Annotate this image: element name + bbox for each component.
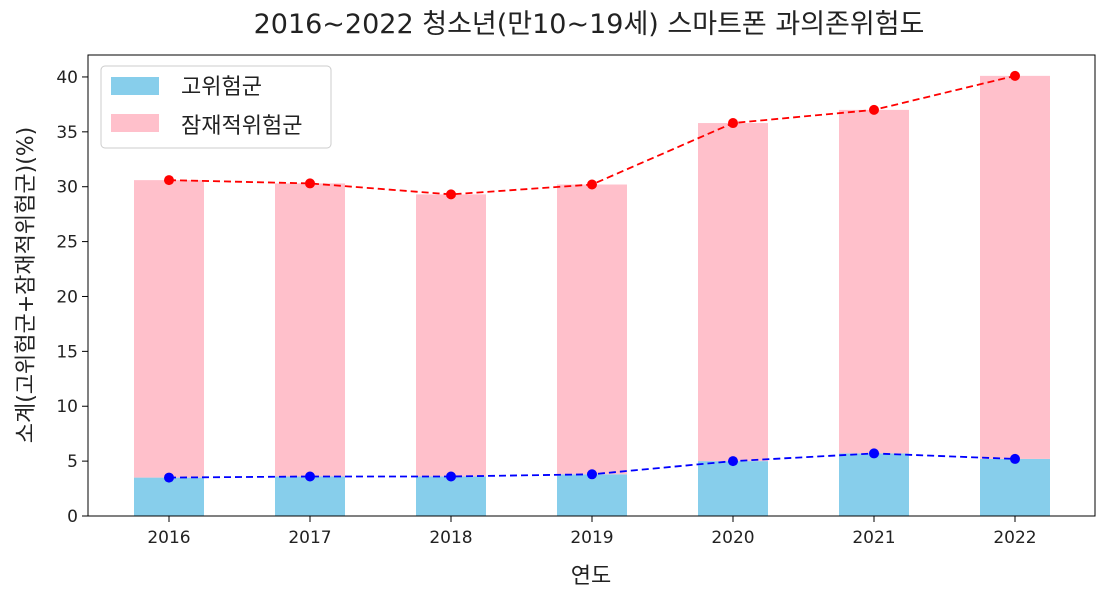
bar-high-risk: [980, 458, 1050, 516]
legend-label-potential-risk: 잠재적위험군: [181, 114, 302, 139]
bar-potential-risk: [839, 109, 909, 454]
bar-high-risk: [839, 453, 909, 516]
point-high-risk: [446, 471, 456, 482]
y-tick-label: 30: [56, 178, 78, 198]
bar-potential-risk: [698, 123, 768, 462]
point-high-risk: [728, 456, 738, 467]
point-high-risk: [164, 472, 174, 483]
legend: 고위험군 잠재적위험군: [100, 65, 332, 149]
x-axis: 2016 2017 2018 2019 2020 2021 2022: [147, 516, 1037, 548]
line-overlays: [164, 70, 1020, 483]
x-axis-label: 연도: [571, 564, 611, 589]
bar-high-risk: [275, 476, 345, 516]
x-tick-label: 2020: [711, 528, 754, 548]
bars: [134, 75, 1050, 516]
bar-high-risk: [557, 474, 627, 516]
bar-potential-risk: [416, 194, 486, 477]
x-tick-label: 2022: [993, 528, 1036, 548]
bar-high-risk: [416, 476, 486, 516]
bar-high-risk: [698, 461, 768, 516]
y-tick-label: 25: [56, 233, 78, 253]
x-tick-label: 2017: [288, 528, 331, 548]
y-tick-label: 40: [56, 68, 78, 88]
chart-title: 2016~2022 청소년(만10~19세) 스마트폰 과의존위험도: [254, 9, 925, 40]
bar-potential-risk: [557, 184, 627, 475]
y-tick-label: 0: [67, 507, 78, 527]
point-high-risk: [1010, 453, 1020, 464]
point-total: [728, 118, 738, 129]
y-tick-label: 20: [56, 287, 78, 307]
legend-swatch-potential-risk: [111, 114, 159, 132]
x-tick-label: 2016: [147, 528, 190, 548]
bar-high-risk: [134, 477, 204, 516]
y-axis: 0 5 10 15 20 25 30 35 40: [56, 68, 88, 527]
point-total: [869, 104, 879, 115]
y-tick-label: 35: [56, 123, 78, 143]
point-total: [1010, 70, 1020, 81]
point-total: [305, 178, 315, 189]
y-tick-label: 5: [67, 452, 78, 472]
x-tick-label: 2021: [852, 528, 895, 548]
bar-potential-risk: [275, 183, 345, 477]
point-total: [587, 179, 597, 190]
bar-potential-risk: [980, 75, 1050, 459]
y-axis-label: 소계(고위험군+잠재적위험군)(%): [14, 127, 39, 444]
legend-label-high-risk: 고위험군: [181, 75, 262, 100]
bar-potential-risk: [134, 180, 204, 478]
y-tick-label: 15: [56, 342, 78, 362]
legend-swatch-high-risk: [111, 77, 159, 95]
x-tick-label: 2018: [429, 528, 472, 548]
y-tick-label: 10: [56, 397, 78, 417]
point-high-risk: [587, 469, 597, 480]
point-high-risk: [305, 471, 315, 482]
point-high-risk: [869, 448, 879, 459]
x-tick-label: 2019: [570, 528, 613, 548]
point-total: [446, 189, 456, 200]
point-total: [164, 175, 174, 186]
